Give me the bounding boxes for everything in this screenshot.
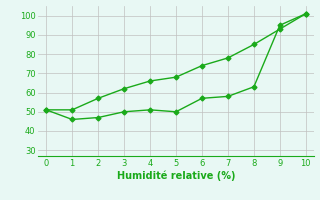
X-axis label: Humidité relative (%): Humidité relative (%): [117, 171, 235, 181]
